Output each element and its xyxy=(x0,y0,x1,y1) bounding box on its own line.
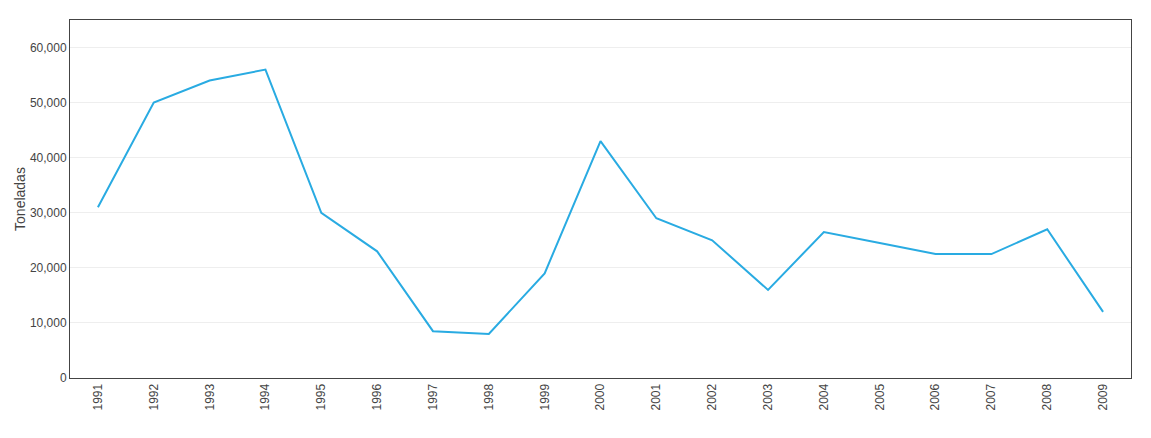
svg-text:1995: 1995 xyxy=(314,383,328,410)
svg-text:2004: 2004 xyxy=(817,383,831,410)
svg-text:2000: 2000 xyxy=(593,383,607,410)
svg-text:2003: 2003 xyxy=(761,383,775,410)
svg-text:20,000: 20,000 xyxy=(30,261,67,275)
svg-text:2007: 2007 xyxy=(984,383,998,410)
svg-text:1996: 1996 xyxy=(370,383,384,410)
svg-text:1998: 1998 xyxy=(482,383,496,410)
svg-text:60,000: 60,000 xyxy=(30,41,67,55)
svg-text:0: 0 xyxy=(60,371,67,385)
svg-text:1997: 1997 xyxy=(426,383,440,410)
svg-text:2005: 2005 xyxy=(873,383,887,410)
svg-text:2002: 2002 xyxy=(705,383,719,410)
svg-text:1992: 1992 xyxy=(147,383,161,410)
svg-text:Toneladas: Toneladas xyxy=(12,167,28,231)
svg-text:2008: 2008 xyxy=(1040,383,1054,410)
svg-text:1994: 1994 xyxy=(258,383,272,410)
svg-text:2009: 2009 xyxy=(1096,383,1110,410)
svg-text:50,000: 50,000 xyxy=(30,96,67,110)
svg-text:2001: 2001 xyxy=(649,383,663,410)
svg-text:10,000: 10,000 xyxy=(30,316,67,330)
svg-text:30,000: 30,000 xyxy=(30,206,67,220)
svg-text:2006: 2006 xyxy=(928,383,942,410)
svg-text:1993: 1993 xyxy=(203,383,217,410)
svg-text:40,000: 40,000 xyxy=(30,151,67,165)
svg-text:1999: 1999 xyxy=(538,383,552,410)
svg-text:1991: 1991 xyxy=(91,383,105,410)
